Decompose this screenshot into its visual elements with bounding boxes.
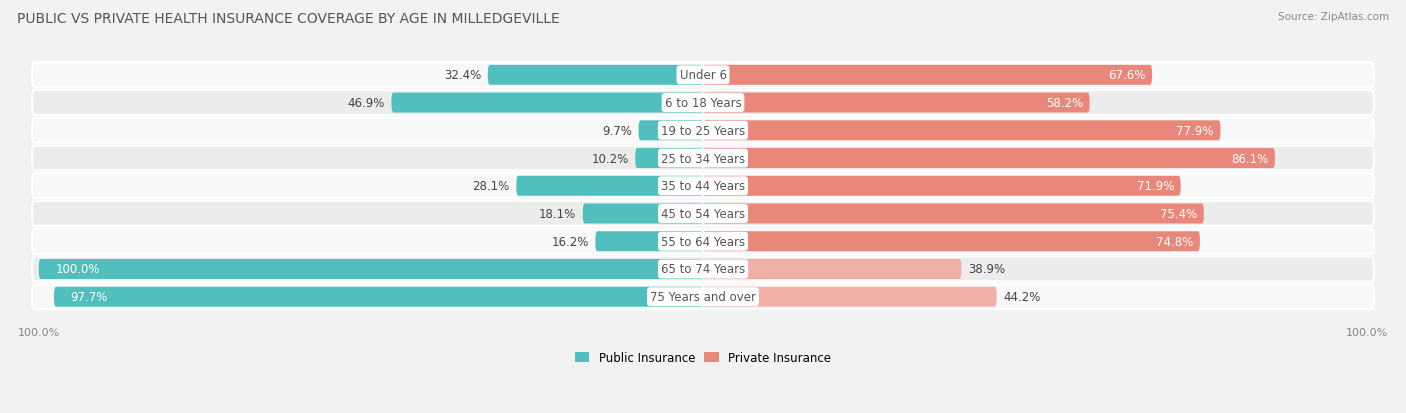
Text: 18.1%: 18.1% — [538, 207, 576, 221]
Text: 55 to 64 Years: 55 to 64 Years — [661, 235, 745, 248]
Text: 77.9%: 77.9% — [1177, 124, 1213, 138]
Text: 58.2%: 58.2% — [1046, 97, 1083, 110]
Text: Under 6: Under 6 — [679, 69, 727, 82]
Text: 100.0%: 100.0% — [55, 263, 100, 276]
FancyBboxPatch shape — [32, 63, 1374, 88]
FancyBboxPatch shape — [703, 66, 1152, 85]
Text: 28.1%: 28.1% — [472, 180, 510, 193]
FancyBboxPatch shape — [53, 287, 703, 307]
FancyBboxPatch shape — [703, 149, 1275, 169]
Text: 75.4%: 75.4% — [1160, 207, 1198, 221]
Text: Source: ZipAtlas.com: Source: ZipAtlas.com — [1278, 12, 1389, 22]
FancyBboxPatch shape — [516, 176, 703, 196]
FancyBboxPatch shape — [582, 204, 703, 224]
Text: 74.8%: 74.8% — [1156, 235, 1194, 248]
Text: 6 to 18 Years: 6 to 18 Years — [665, 97, 741, 110]
Text: 67.6%: 67.6% — [1108, 69, 1146, 82]
FancyBboxPatch shape — [703, 176, 1181, 196]
FancyBboxPatch shape — [638, 121, 703, 141]
Text: 97.7%: 97.7% — [70, 290, 108, 304]
Legend: Public Insurance, Private Insurance: Public Insurance, Private Insurance — [575, 351, 831, 364]
FancyBboxPatch shape — [32, 91, 1374, 116]
Text: 45 to 54 Years: 45 to 54 Years — [661, 207, 745, 221]
Text: 35 to 44 Years: 35 to 44 Years — [661, 180, 745, 193]
Text: 38.9%: 38.9% — [969, 263, 1005, 276]
Text: 65 to 74 Years: 65 to 74 Years — [661, 263, 745, 276]
FancyBboxPatch shape — [703, 232, 1199, 252]
FancyBboxPatch shape — [595, 232, 703, 252]
FancyBboxPatch shape — [32, 146, 1374, 171]
FancyBboxPatch shape — [32, 174, 1374, 199]
FancyBboxPatch shape — [32, 119, 1374, 143]
FancyBboxPatch shape — [32, 285, 1374, 309]
Text: PUBLIC VS PRIVATE HEALTH INSURANCE COVERAGE BY AGE IN MILLEDGEVILLE: PUBLIC VS PRIVATE HEALTH INSURANCE COVER… — [17, 12, 560, 26]
Text: 75 Years and over: 75 Years and over — [650, 290, 756, 304]
FancyBboxPatch shape — [32, 202, 1374, 226]
FancyBboxPatch shape — [703, 93, 1090, 113]
Text: 9.7%: 9.7% — [602, 124, 631, 138]
FancyBboxPatch shape — [32, 257, 1374, 282]
FancyBboxPatch shape — [703, 287, 997, 307]
Text: 19 to 25 Years: 19 to 25 Years — [661, 124, 745, 138]
FancyBboxPatch shape — [703, 259, 962, 279]
Text: 10.2%: 10.2% — [592, 152, 628, 165]
FancyBboxPatch shape — [703, 204, 1204, 224]
FancyBboxPatch shape — [39, 259, 703, 279]
FancyBboxPatch shape — [391, 93, 703, 113]
FancyBboxPatch shape — [636, 149, 703, 169]
Text: 32.4%: 32.4% — [444, 69, 481, 82]
FancyBboxPatch shape — [32, 229, 1374, 254]
Text: 44.2%: 44.2% — [1004, 290, 1040, 304]
FancyBboxPatch shape — [703, 121, 1220, 141]
Text: 16.2%: 16.2% — [551, 235, 589, 248]
Text: 86.1%: 86.1% — [1232, 152, 1268, 165]
Text: 46.9%: 46.9% — [347, 97, 385, 110]
Text: 71.9%: 71.9% — [1136, 180, 1174, 193]
Text: 25 to 34 Years: 25 to 34 Years — [661, 152, 745, 165]
FancyBboxPatch shape — [488, 66, 703, 85]
